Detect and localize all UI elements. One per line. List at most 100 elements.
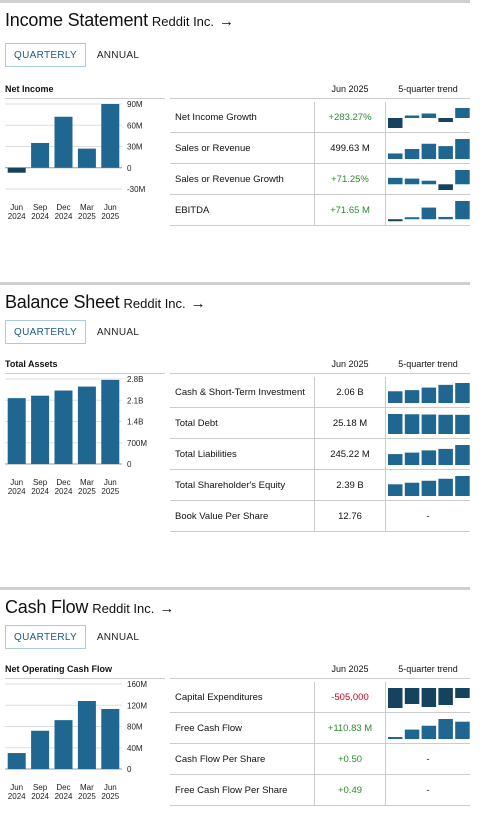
sparkline-bar bbox=[455, 721, 470, 739]
y-tick-label: 0 bbox=[127, 765, 132, 774]
chart-label: Net Income bbox=[5, 84, 165, 99]
sparkline-bar bbox=[455, 138, 470, 159]
tab-quarterly[interactable]: QUARTERLY bbox=[5, 625, 86, 649]
x-tick-label: Jun bbox=[10, 478, 23, 487]
row-trend: - bbox=[386, 775, 470, 806]
table-row: Book Value Per Share 12.76 - bbox=[170, 501, 470, 532]
bar bbox=[101, 708, 120, 769]
cashflow-period-tabs: QUARTERLY ANNUAL bbox=[5, 625, 150, 649]
row-trend: - bbox=[386, 744, 470, 775]
table-row: Capital Expenditures -505,000 bbox=[170, 682, 470, 713]
y-tick-label: 30M bbox=[127, 143, 143, 152]
sparkline-bar bbox=[438, 478, 453, 496]
arrow-right-icon[interactable]: → bbox=[219, 13, 235, 30]
arrow-right-icon[interactable]: → bbox=[190, 295, 206, 312]
total-assets-chart: 2.8B2.1B1.4B700M0Jun2024Sep2024Dec2024Ma… bbox=[5, 375, 147, 496]
row-label: Free Cash Flow Per Share bbox=[175, 785, 288, 796]
x-tick-label: Jun bbox=[104, 203, 117, 212]
income-title-row[interactable]: Income Statement Reddit Inc. → bbox=[5, 10, 234, 31]
table-row: Total Liabilities 245.22 M bbox=[170, 439, 470, 470]
y-tick-label: 2.1B bbox=[127, 396, 143, 405]
row-value: 12.76 bbox=[314, 501, 386, 532]
row-label: Total Liabilities bbox=[175, 449, 237, 460]
sparkline-bar bbox=[404, 178, 420, 184]
table-row: Total Debt 25.18 M bbox=[170, 408, 470, 439]
x-tick-label: 2025 bbox=[101, 792, 119, 801]
y-tick-label: 90M bbox=[127, 100, 143, 109]
y-tick-label: 2.8B bbox=[127, 375, 143, 384]
trend-header: 5-quarter trend bbox=[398, 84, 458, 94]
sparkline-bar bbox=[388, 177, 403, 184]
row-value: -505,000 bbox=[314, 682, 386, 713]
balance-title: Balance Sheet bbox=[5, 292, 120, 312]
x-tick-label: 2025 bbox=[101, 212, 119, 221]
row-value: +71.65 M bbox=[314, 195, 386, 226]
chart-label: Net Operating Cash Flow bbox=[5, 664, 165, 679]
row-trend bbox=[386, 195, 470, 226]
tab-annual[interactable]: ANNUAL bbox=[96, 49, 140, 61]
bar bbox=[77, 148, 96, 168]
y-tick-label: 60M bbox=[127, 121, 143, 130]
tab-quarterly[interactable]: QUARTERLY bbox=[5, 320, 86, 344]
sparkline-bar bbox=[438, 117, 453, 122]
tab-annual[interactable]: ANNUAL bbox=[96, 631, 140, 643]
row-value: 25.18 M bbox=[314, 408, 386, 439]
x-tick-label: Dec bbox=[56, 783, 70, 792]
row-label: EBITDA bbox=[175, 205, 210, 216]
bar bbox=[31, 730, 50, 769]
sparkline-bar bbox=[421, 480, 437, 496]
balance-title-row[interactable]: Balance Sheet Reddit Inc. → bbox=[5, 292, 206, 313]
bar bbox=[54, 116, 73, 168]
x-tick-label: Sep bbox=[33, 203, 48, 212]
sparkline-bar bbox=[404, 413, 420, 434]
y-tick-label: 80M bbox=[127, 723, 143, 732]
x-tick-label: 2024 bbox=[55, 212, 73, 221]
row-trend bbox=[386, 164, 470, 195]
row-value: +283.27% bbox=[314, 102, 386, 133]
cashflow-title: Cash Flow bbox=[5, 597, 89, 617]
balance-period-tabs: QUARTERLY ANNUAL bbox=[5, 320, 150, 344]
sparkline-bar bbox=[421, 687, 437, 707]
trend-unavailable: - bbox=[426, 754, 430, 765]
sparkline bbox=[388, 382, 470, 403]
row-value: 499.63 M bbox=[314, 133, 386, 164]
x-tick-label: Jun bbox=[104, 478, 117, 487]
y-tick-label: 0 bbox=[127, 460, 132, 469]
sparkline-bar bbox=[404, 389, 420, 403]
row-label: Net Income Growth bbox=[175, 112, 257, 123]
cashflow-title-row[interactable]: Cash Flow Reddit Inc. → bbox=[5, 597, 174, 618]
sparkline bbox=[388, 169, 470, 190]
arrow-right-icon[interactable]: → bbox=[159, 600, 175, 617]
table-header: Jun 2025 5-quarter trend bbox=[170, 359, 470, 374]
x-tick-label: Mar bbox=[80, 783, 94, 792]
y-tick-label: 0 bbox=[127, 164, 132, 173]
y-tick-label: -30M bbox=[127, 185, 146, 194]
period-header: Jun 2025 bbox=[331, 664, 369, 674]
row-value: +0.49 bbox=[314, 775, 386, 806]
x-tick-label: 2024 bbox=[55, 792, 73, 801]
tab-quarterly[interactable]: QUARTERLY bbox=[5, 43, 86, 67]
trend-header: 5-quarter trend bbox=[398, 359, 458, 369]
income-period-tabs: QUARTERLY ANNUAL bbox=[5, 43, 150, 67]
row-label: Cash & Short-Term Investment bbox=[175, 387, 305, 398]
bar bbox=[7, 753, 26, 769]
x-tick-label: Dec bbox=[56, 478, 70, 487]
sparkline-bar bbox=[455, 687, 470, 698]
table-row: Free Cash Flow Per Share +0.49 - bbox=[170, 775, 470, 806]
period-header: Jun 2025 bbox=[331, 84, 369, 94]
balance-company: Reddit Inc. bbox=[123, 296, 186, 311]
x-tick-label: 2024 bbox=[31, 487, 49, 496]
row-label: Capital Expenditures bbox=[175, 692, 263, 703]
cash-flow-section: Cash Flow Reddit Inc. → QUARTERLY ANNUAL… bbox=[0, 587, 500, 836]
period-header: Jun 2025 bbox=[331, 359, 369, 369]
x-tick-label: 2024 bbox=[8, 212, 26, 221]
sparkline bbox=[388, 107, 470, 128]
tab-annual[interactable]: ANNUAL bbox=[96, 326, 140, 338]
row-value: 245.22 M bbox=[314, 439, 386, 470]
sparkline-bar bbox=[438, 687, 453, 705]
income-statement-section: Income Statement Reddit Inc. → QUARTERLY… bbox=[0, 0, 500, 272]
sparkline-bar bbox=[455, 107, 470, 118]
bar bbox=[7, 167, 26, 173]
bar bbox=[77, 386, 96, 464]
bar bbox=[54, 390, 73, 464]
